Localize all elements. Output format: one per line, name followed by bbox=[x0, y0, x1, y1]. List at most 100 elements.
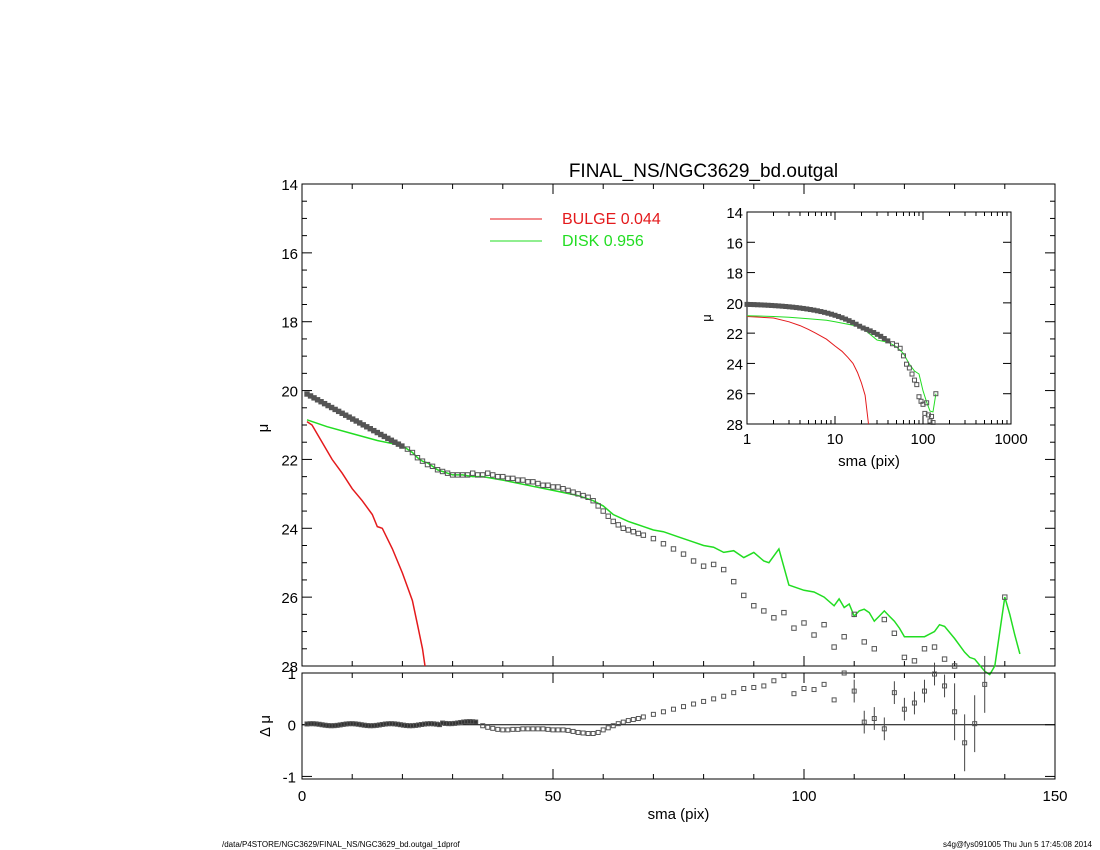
data-point-marker bbox=[464, 472, 471, 478]
residual-point-marker bbox=[942, 683, 948, 689]
residual-point-marker bbox=[691, 701, 697, 707]
main-profile-panel: FINAL_NS/NGC3629_bd.outgal 14 16 18 20 22 24 26… bbox=[255, 161, 1056, 676]
inset-data-point-marker bbox=[914, 382, 920, 388]
data-point-marker bbox=[404, 446, 411, 452]
residual-point-marker bbox=[595, 729, 601, 735]
data-point-marker bbox=[520, 477, 526, 483]
footer-timestamp: s4g@fys091005 Thu Jun 5 17:45:08 2014 bbox=[943, 840, 1092, 849]
residual-point-marker bbox=[505, 727, 511, 733]
residual-point-marker bbox=[972, 721, 978, 727]
data-point-marker bbox=[1002, 594, 1008, 600]
residual-point-marker bbox=[530, 726, 536, 732]
residual-y-tick-label: 0 bbox=[288, 718, 296, 735]
residual-point-marker bbox=[625, 718, 631, 724]
data-point-marker bbox=[791, 625, 797, 631]
data-point-marker bbox=[615, 522, 621, 528]
data-point-marker bbox=[901, 654, 908, 661]
data-point-marker bbox=[625, 527, 631, 533]
residual-point-marker bbox=[500, 727, 506, 733]
data-point-marker bbox=[570, 489, 576, 495]
residual-x-tick-label: 150 bbox=[1042, 788, 1067, 805]
residual-point-marker bbox=[605, 725, 611, 731]
data-point-marker bbox=[419, 458, 426, 464]
residual-point-marker bbox=[520, 726, 526, 732]
data-point-marker bbox=[720, 566, 727, 573]
residual-point-marker bbox=[565, 727, 571, 733]
series-line-disk bbox=[306, 419, 1021, 676]
data-point-marker bbox=[630, 529, 637, 535]
data-point-marker bbox=[495, 473, 501, 480]
residual-point-marker bbox=[962, 740, 968, 746]
residual-point-marker bbox=[585, 730, 591, 736]
data-point-marker bbox=[635, 530, 642, 537]
data-point-marker bbox=[811, 632, 817, 638]
residual-point-marker bbox=[901, 706, 907, 712]
residual-point-marker bbox=[711, 696, 717, 702]
data-point-marker bbox=[660, 541, 667, 547]
data-point-marker bbox=[535, 480, 541, 487]
residual-point-marker bbox=[891, 690, 897, 696]
residual-point-marker bbox=[861, 719, 867, 725]
residual-point-marker bbox=[510, 726, 516, 732]
inset-data-point-marker bbox=[904, 361, 910, 367]
main-y-tick-label: 28 bbox=[281, 659, 298, 676]
data-point-marker bbox=[595, 503, 601, 509]
inset-data-point-marker bbox=[911, 377, 917, 383]
residual-point-marker bbox=[761, 683, 767, 689]
data-point-marker bbox=[469, 470, 476, 476]
legend-label-disk: DISK 0.956 bbox=[562, 233, 644, 250]
residual-point-marker bbox=[650, 711, 656, 717]
inset-log-panel: 14 16 18 20 22 24 26 281 10 100 1000 sma (pix) μ bbox=[699, 205, 1028, 470]
data-point-marker bbox=[605, 513, 611, 519]
main-y-tick-label: 26 bbox=[281, 590, 298, 607]
residual-point-marker bbox=[811, 687, 817, 693]
residual-point-marker bbox=[515, 726, 521, 732]
inset-data-point-marker bbox=[885, 338, 891, 344]
data-point-marker bbox=[560, 485, 566, 492]
residual-point-marker bbox=[751, 684, 757, 690]
data-point-marker bbox=[851, 611, 857, 618]
inset-y-tick-label: 14 bbox=[726, 205, 743, 222]
data-point-marker bbox=[690, 558, 697, 564]
data-point-marker bbox=[881, 616, 888, 623]
residual-point-marker bbox=[781, 673, 787, 679]
residual-point-marker bbox=[600, 727, 606, 733]
residual-plot-frame bbox=[301, 672, 1056, 780]
data-point-marker bbox=[580, 492, 586, 499]
main-y-tick-label: 14 bbox=[281, 177, 298, 194]
data-point-marker bbox=[931, 644, 938, 650]
residual-point-marker bbox=[982, 681, 988, 687]
data-point-marker bbox=[444, 470, 451, 476]
residual-y-axis-label: Δ μ bbox=[257, 715, 274, 737]
inset-data-point-marker bbox=[894, 342, 900, 348]
residual-point-marker bbox=[525, 726, 531, 732]
inset-x-axis-label: sma (pix) bbox=[838, 453, 900, 470]
inset-data-point-marker bbox=[900, 353, 906, 359]
residual-point-marker bbox=[640, 714, 646, 720]
residual-point-marker bbox=[851, 688, 857, 694]
data-point-marker bbox=[434, 467, 441, 473]
residual-x-tick-label: 50 bbox=[545, 788, 562, 805]
inset-plot-frame bbox=[746, 211, 1012, 425]
residual-point-marker bbox=[610, 723, 616, 729]
residual-point-marker bbox=[575, 729, 581, 735]
main-y-axis-label: μ bbox=[255, 424, 272, 433]
inset-x-tick-label: 10 bbox=[827, 431, 844, 448]
inset-y-tick-label: 28 bbox=[726, 417, 743, 434]
data-point-marker bbox=[861, 639, 867, 645]
main-title: FINAL_NS/NGC3629_bd.outgal bbox=[569, 161, 838, 182]
inset-data-point-marker bbox=[924, 400, 930, 406]
residual-point-marker bbox=[485, 724, 491, 730]
main-y-tick-label: 22 bbox=[281, 452, 298, 469]
residual-point-marker bbox=[731, 690, 737, 696]
residual-point-marker bbox=[635, 716, 641, 722]
inset-y-tick-label: 24 bbox=[726, 356, 743, 373]
data-point-marker bbox=[771, 615, 777, 621]
residual-point-marker bbox=[620, 719, 626, 725]
residual-point-marker bbox=[480, 723, 486, 729]
data-point-marker bbox=[485, 470, 491, 476]
data-point-marker bbox=[414, 455, 421, 461]
series-line-bulge bbox=[306, 420, 426, 667]
data-point-marker bbox=[565, 487, 571, 494]
